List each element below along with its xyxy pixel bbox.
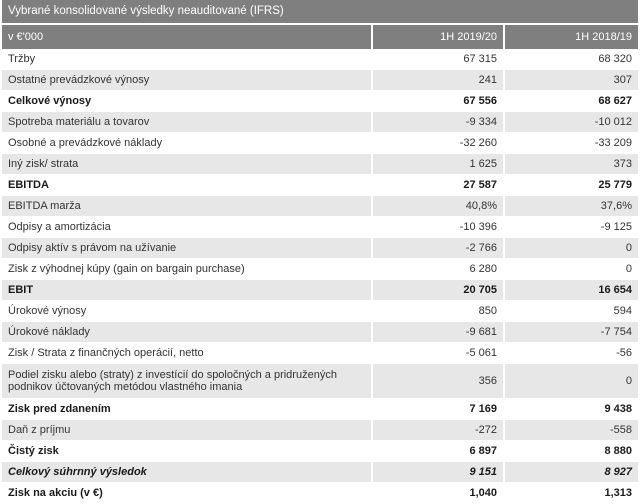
header-unit-label: v €'000: [2, 25, 372, 49]
row-value-current: 27 587: [371, 174, 505, 196]
row-value-previous: 594: [504, 300, 638, 322]
header-row: v €'000 1H 2019/20 1H 2018/19: [2, 25, 638, 49]
row-value-previous: 68 320: [504, 49, 638, 70]
row-value-current: -5 061: [371, 342, 505, 364]
results-table: v €'000 1H 2019/20 1H 2018/19 Tržby 67 31…: [2, 25, 638, 504]
table-row: EBITDA marža 40,8% 37,6%: [2, 195, 638, 217]
row-value-current: 9 151: [371, 461, 505, 483]
table-row: Podiel zisku alebo (straty) z investícií…: [2, 363, 638, 399]
row-value-current: 6 897: [371, 440, 505, 462]
row-label: Odpisy aktív s právom na užívanie: [2, 237, 372, 259]
row-value-current: -9 681: [371, 321, 505, 343]
table-row: Spotreba materiálu a tovarov -9 334 -10 01…: [2, 111, 638, 133]
row-value-previous: 9 438: [504, 398, 638, 420]
table-row: Celkový súhrnný výsledok 9 151 8 927: [2, 461, 638, 483]
row-value-previous: -33 209: [504, 132, 638, 154]
table-row: Zisk / Strata z finančných operácií, net…: [2, 342, 638, 364]
table-row: Zisk pred zdanením 7 169 9 438: [2, 398, 638, 420]
row-value-previous: -56: [504, 342, 638, 364]
row-label: Osobné a prevádzkové náklady: [2, 132, 372, 154]
row-value-previous: -558: [504, 419, 638, 441]
row-value-previous: -7 754: [504, 321, 638, 343]
table-row: EBITDA 27 587 25 779: [2, 174, 638, 196]
row-value-previous: 16 654: [504, 279, 638, 301]
table-header: v €'000 1H 2019/20 1H 2018/19: [2, 25, 638, 49]
row-label: Tržby: [2, 49, 372, 70]
row-value-previous: 8 880: [504, 440, 638, 462]
header-period-previous: 1H 2018/19: [504, 25, 638, 49]
row-label: EBIT: [2, 279, 372, 301]
row-value-previous: 307: [504, 69, 638, 91]
table-row: Celkové výnosy 67 556 68 627: [2, 90, 638, 112]
row-label: Úrokové výnosy: [2, 300, 372, 322]
row-label: Celkový súhrnný výsledok: [2, 461, 372, 483]
table-row: Daň z príjmu -272 -558: [2, 419, 638, 441]
row-value-current: 20 705: [371, 279, 505, 301]
table-row: Úrokové výnosy 850 594: [2, 300, 638, 322]
row-value-current: 67 315: [371, 49, 505, 70]
row-value-current: 356: [371, 363, 505, 399]
table-row: Zisk z výhodnej kúpy (gain on bargain pu…: [2, 258, 638, 280]
row-value-previous: 1,313: [504, 482, 638, 504]
row-value-previous: -10 012: [504, 111, 638, 133]
row-value-current: 850: [371, 300, 505, 322]
row-value-current: -9 334: [371, 111, 505, 133]
row-value-previous: 0: [504, 237, 638, 259]
row-label: EBITDA marža: [2, 195, 372, 217]
table-row: Odpisy a amortizácia -10 396 -9 125: [2, 216, 638, 238]
row-label: Podiel zisku alebo (straty) z investícií…: [2, 363, 372, 399]
row-label: Zisk / Strata z finančných operácií, net…: [2, 342, 372, 364]
row-value-current: 40,8%: [371, 195, 505, 217]
row-value-current: 1,040: [371, 482, 505, 504]
row-value-current: -2 766: [371, 237, 505, 259]
table-row: Čistý zisk 6 897 8 880: [2, 440, 638, 462]
table-row: Zisk na akciu (v €) 1,040 1,313: [2, 482, 638, 504]
row-label: Odpisy a amortizácia: [2, 216, 372, 238]
row-value-previous: -9 125: [504, 216, 638, 238]
table-row: Odpisy aktív s právom na užívanie -2 766 0: [2, 237, 638, 259]
row-value-current: 1 625: [371, 153, 505, 175]
table-title: Vybrané konsolidované výsledky neauditov…: [2, 0, 638, 25]
row-label: Zisk z výhodnej kúpy (gain on bargain pu…: [2, 258, 372, 280]
row-label: Celkové výnosy: [2, 90, 372, 112]
row-value-previous: 373: [504, 153, 638, 175]
row-value-previous: 0: [504, 363, 638, 399]
row-label: Iný zisk/ strata: [2, 153, 372, 175]
row-label: Čistý zisk: [2, 440, 372, 462]
table-row: EBIT 20 705 16 654: [2, 279, 638, 301]
row-value-current: 67 556: [371, 90, 505, 112]
table-row: Tržby 67 315 68 320: [2, 49, 638, 70]
table-body: Tržby 67 315 68 320 Ostatné prevádzkové výn…: [2, 49, 638, 504]
header-period-current: 1H 2019/20: [371, 25, 505, 49]
row-value-current: 6 280: [371, 258, 505, 280]
row-value-current: -272: [371, 419, 505, 441]
row-label: Ostatné prevádzkové výnosy: [2, 69, 372, 91]
row-value-previous: 68 627: [504, 90, 638, 112]
row-value-current: -10 396: [371, 216, 505, 238]
table-row: Osobné a prevádzkové náklady -32 260 -33 2…: [2, 132, 638, 154]
row-label: Spotreba materiálu a tovarov: [2, 111, 372, 133]
row-label: Zisk na akciu (v €): [2, 482, 372, 504]
table-row: Iný zisk/ strata 1 625 373: [2, 153, 638, 175]
row-value-previous: 37,6%: [504, 195, 638, 217]
row-label: Daň z príjmu: [2, 419, 372, 441]
row-value-current: 7 169: [371, 398, 505, 420]
row-label: EBITDA: [2, 174, 372, 196]
row-value-previous: 0: [504, 258, 638, 280]
row-value-current: -32 260: [371, 132, 505, 154]
row-label: Úrokové náklady: [2, 321, 372, 343]
row-value-previous: 8 927: [504, 461, 638, 483]
row-value-current: 241: [371, 69, 505, 91]
row-value-previous: 25 779: [504, 174, 638, 196]
row-label: Zisk pred zdanením: [2, 398, 372, 420]
table-row: Ostatné prevádzkové výnosy 241 307: [2, 69, 638, 91]
table-row: Úrokové náklady -9 681 -7 754: [2, 321, 638, 343]
